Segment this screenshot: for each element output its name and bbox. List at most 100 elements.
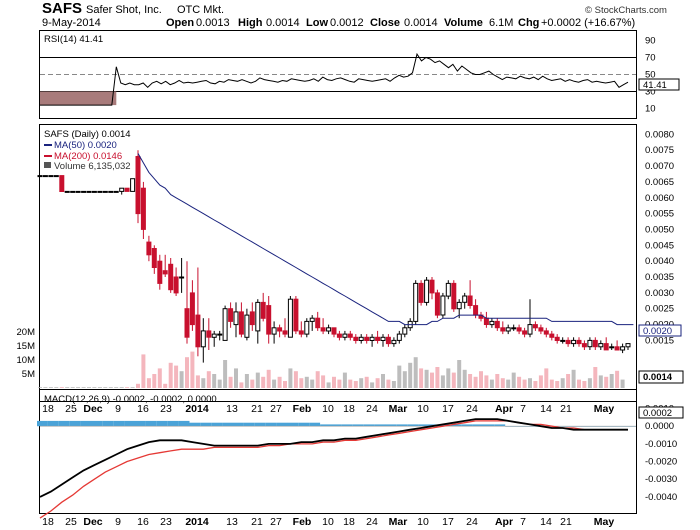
macd-histogram-bar (80, 420, 92, 427)
volume-bar (48, 387, 53, 388)
volume-bar (201, 378, 206, 388)
x-axis-label-top: 17 (442, 403, 454, 415)
volume-bar (310, 379, 315, 388)
candle-body (326, 327, 332, 332)
volume-bar (288, 368, 293, 388)
high-label: High (238, 17, 263, 29)
volume-bar (228, 376, 233, 388)
volume-label: Volume (444, 17, 483, 29)
candle-body (266, 305, 272, 335)
macd-histogram-bar (58, 420, 70, 427)
candle-body (287, 298, 293, 338)
candle-body (527, 324, 533, 335)
candle-body (434, 292, 440, 316)
volume-bar (332, 376, 336, 388)
volume-bar (234, 368, 238, 388)
price-tick-label: 0.0075 (645, 145, 674, 156)
candle-body (130, 178, 136, 192)
volume-bar (65, 387, 70, 388)
macd-histogram-bar (363, 424, 375, 427)
volume-bar (239, 382, 244, 388)
volume-bar (326, 382, 331, 388)
candle-body (500, 327, 506, 332)
candle-body (391, 339, 397, 345)
candle-body (380, 336, 386, 341)
volume-bar (593, 367, 598, 388)
candle-body (598, 343, 604, 348)
low-value: 0.0012 (330, 17, 364, 29)
volume-bar (206, 371, 211, 388)
x-axis-label-top: May (594, 403, 615, 415)
candle-body (614, 346, 620, 351)
volume-bar (473, 376, 478, 388)
candle-body (298, 330, 304, 335)
close-value: 0.0014 (404, 17, 438, 29)
candle-body (336, 333, 342, 338)
candle-body (347, 333, 353, 338)
macd-histogram-bar (407, 424, 419, 427)
volume-value: 6.1M (489, 17, 513, 29)
x-axis-label-top: 10 (322, 403, 334, 415)
candle-body (473, 305, 479, 316)
volume-bar (277, 376, 282, 388)
rsi-oversold-fill (40, 91, 117, 106)
macd-tick-label: 0.0000 (645, 421, 674, 432)
macd-histogram-bar (135, 420, 146, 427)
volume-bar (70, 387, 75, 388)
x-axis-label-top: 27 (270, 403, 282, 415)
candle-body (59, 175, 65, 193)
volume-tick-label: 5M (22, 369, 35, 380)
volume-bar (190, 351, 195, 388)
volume-bar (179, 371, 184, 388)
x-axis-label-bottom: Dec (83, 516, 102, 528)
macd-histogram-bar (211, 422, 223, 427)
candle-body (418, 282, 424, 303)
volume-bar (533, 381, 538, 388)
volume-bar (272, 379, 277, 388)
volume-bar (146, 378, 151, 388)
volume-bar (353, 381, 358, 388)
candle-body (162, 270, 168, 275)
macd-histogram-bar (483, 424, 495, 427)
ma50-price-box (638, 324, 682, 337)
candle-body (64, 190, 70, 193)
x-axis-label-top: 7 (520, 403, 526, 415)
macd-histogram-bar (341, 424, 353, 427)
candle-body (445, 282, 451, 297)
volume-bar (359, 378, 364, 388)
x-axis-label-bottom: 27 (270, 516, 282, 528)
volume-bar (174, 365, 179, 388)
volume-bar (500, 378, 505, 388)
volume-bar (38, 387, 42, 388)
candle-body (53, 175, 59, 178)
volume-bar (457, 360, 462, 388)
ma50-line (137, 153, 634, 326)
volume-bar (604, 376, 609, 388)
volume-bar (517, 376, 522, 388)
volume-bar (560, 378, 565, 388)
candle-body (549, 333, 555, 338)
volume-tick-label: 15M (17, 341, 36, 352)
volume-tick-label: 20M (17, 327, 36, 338)
volume-bar (125, 387, 130, 388)
volume-bar (582, 381, 587, 388)
volume-bar (283, 381, 287, 388)
candle-body (315, 317, 321, 329)
x-axis-label-bottom: 24 (366, 516, 378, 528)
macd-histogram-bar (450, 424, 462, 427)
macd-price-label: 0.0002 (643, 408, 672, 419)
volume-bar (168, 362, 173, 388)
candle-body (538, 327, 544, 332)
macd-histogram-bar (113, 420, 125, 427)
candle-body (304, 320, 310, 335)
macd-histogram-bar (461, 424, 473, 427)
price-tick-label: 0.0040 (645, 256, 674, 267)
low-label: Low (306, 17, 328, 29)
volume-bar (511, 372, 516, 388)
rsi-tick-label: 70 (645, 53, 656, 64)
macd-histogram-bar (200, 422, 212, 427)
price-tick-label: 0.0050 (645, 224, 674, 235)
volume-bar (92, 387, 97, 388)
volume-bar (185, 357, 189, 388)
candle-body (173, 276, 179, 294)
